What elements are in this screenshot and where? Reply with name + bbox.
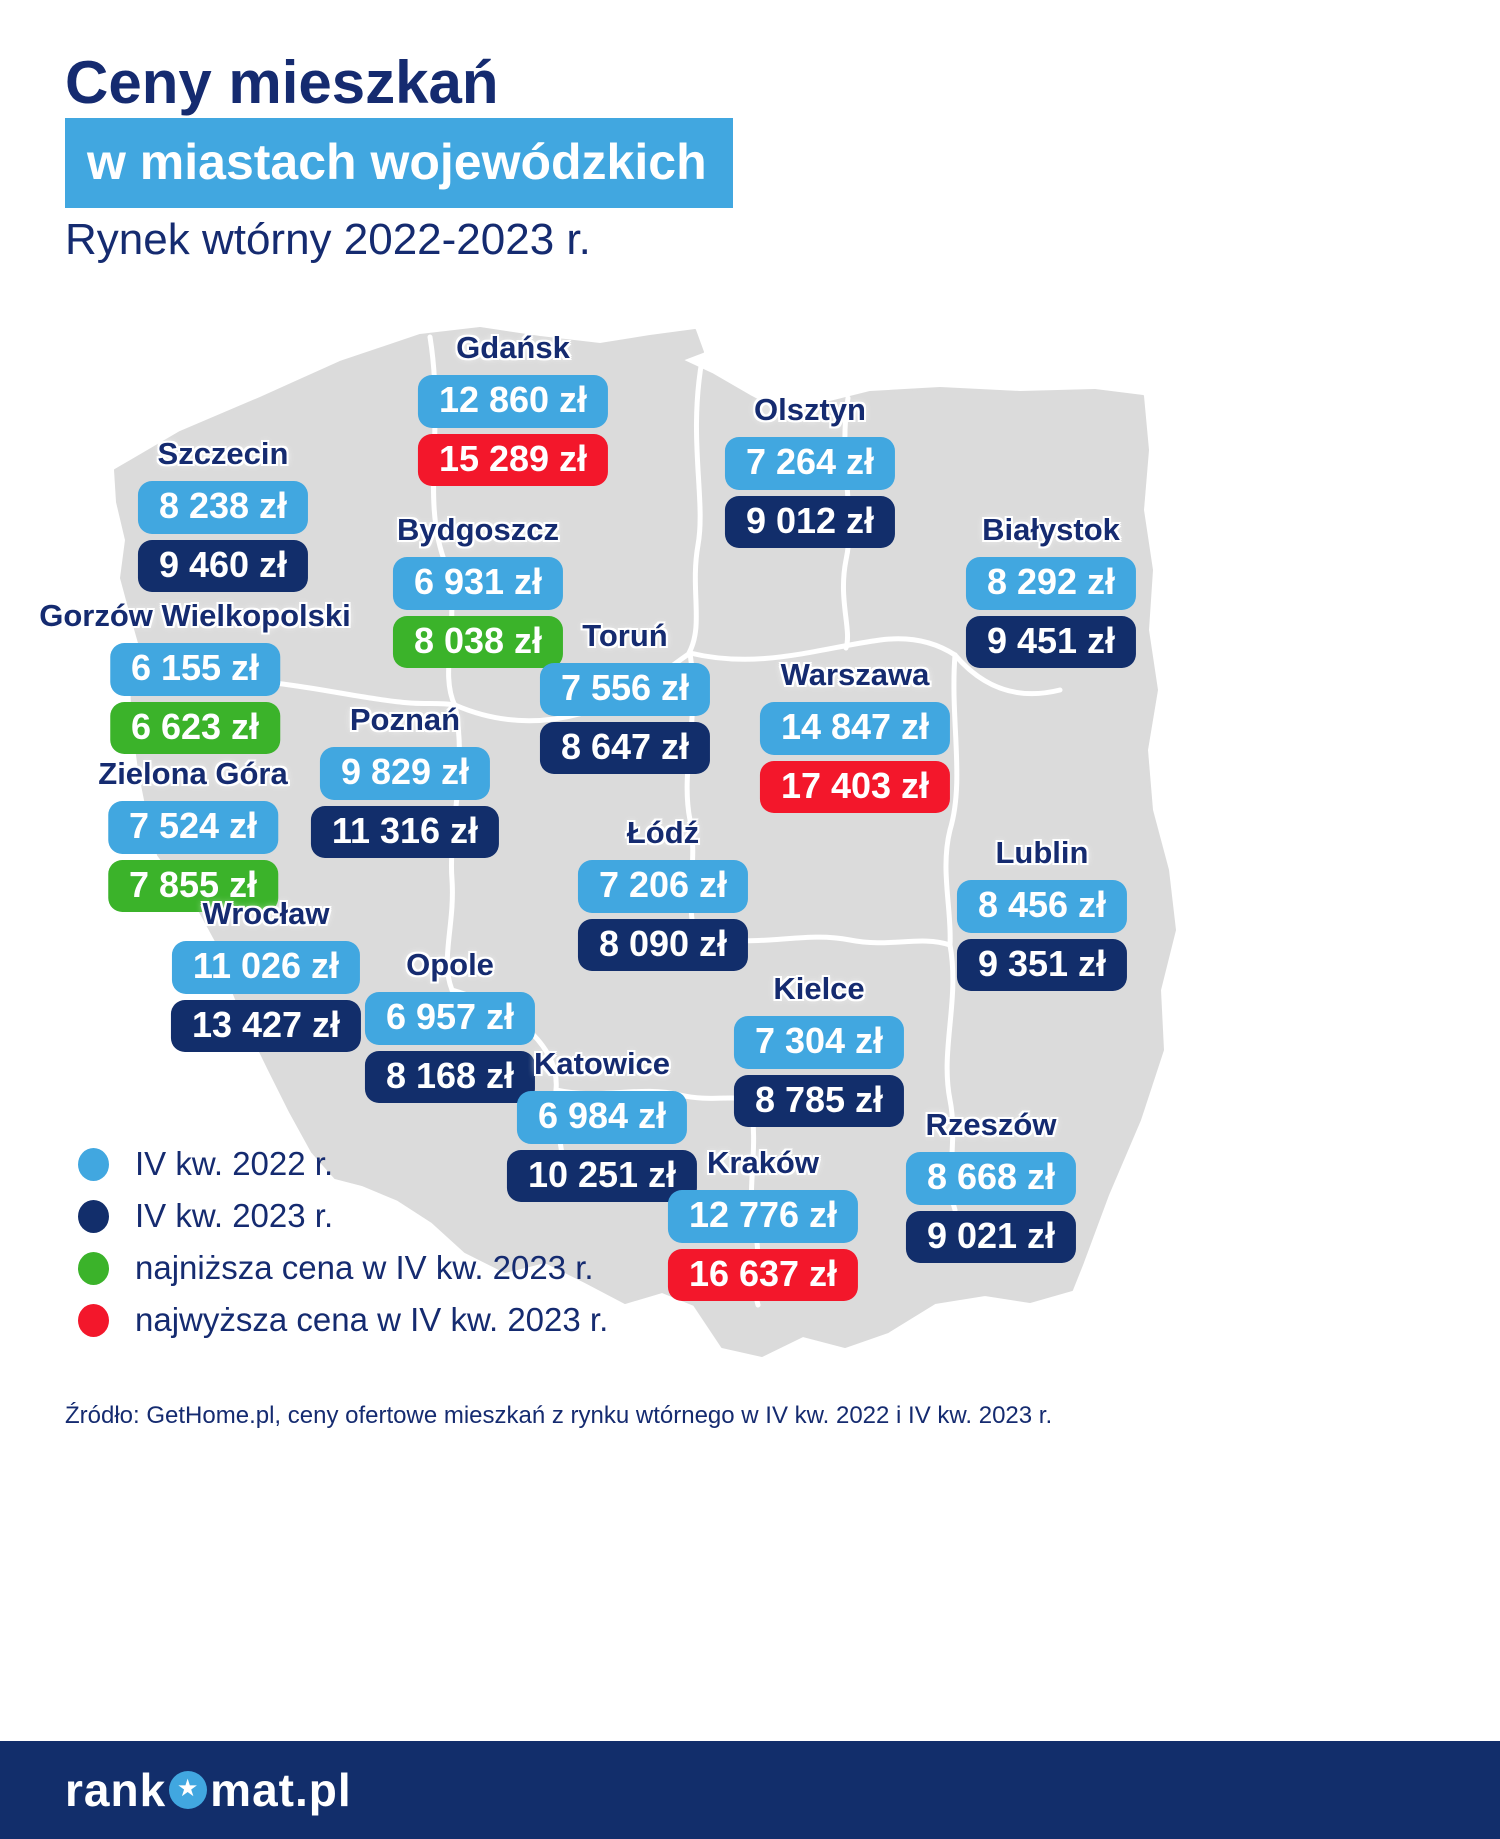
price-badge-q4-2022: 6 957 zł xyxy=(364,992,536,1045)
price-badge-q4-2023: 6 623 zł xyxy=(109,701,281,755)
price-badge-q4-2022: 7 524 zł xyxy=(107,801,279,854)
city-szczecin: Szczecin 8 238 zł 9 460 zł xyxy=(137,436,309,593)
price-badge-q4-2023: 9 021 zł xyxy=(905,1210,1077,1264)
rankomat-logo: rank ★ mat.pl xyxy=(65,1763,352,1817)
price-badge-q4-2022: 8 292 zł xyxy=(965,557,1137,610)
price-badge-q4-2022: 14 847 zł xyxy=(759,702,951,755)
city-label: Katowice xyxy=(533,1046,671,1081)
price-badge-q4-2023: 9 451 zł xyxy=(965,615,1137,669)
price-badge-q4-2022: 7 264 zł xyxy=(724,437,896,490)
price-badge-q4-2023: 16 637 zł xyxy=(667,1248,859,1302)
price-badge-q4-2022: 8 238 zł xyxy=(137,481,309,534)
source-note: Źródło: GetHome.pl, ceny ofertowe mieszk… xyxy=(65,1402,1053,1429)
price-badge-q4-2023: 8 038 zł xyxy=(392,615,564,669)
price-badge-q4-2023: 9 351 zł xyxy=(956,938,1128,992)
price-badge-q4-2023: 9 460 zł xyxy=(137,539,309,593)
page-title: Ceny mieszkań xyxy=(65,49,499,116)
period-label: Rynek wtórny 2022-2023 r. xyxy=(65,215,591,264)
city-bydgoszcz: Bydgoszcz 6 931 zł 8 038 zł xyxy=(392,512,564,669)
city-krakow: Kraków 12 776 zł 16 637 zł xyxy=(667,1145,859,1302)
page-subtitle: w miastach wojewódzkich xyxy=(65,118,733,208)
price-badge-q4-2023: 7 855 zł xyxy=(107,859,279,913)
city-label: Opole xyxy=(406,947,494,982)
logo-star-icon: ★ xyxy=(169,1771,208,1809)
city-gdansk: Gdańsk 12 860 zł 15 289 zł xyxy=(417,330,609,487)
city-opole: Opole 6 957 zł 8 168 zł xyxy=(364,947,536,1104)
city-rzeszow: Rzeszów 8 668 zł 9 021 zł xyxy=(905,1107,1077,1264)
city-label: Kielce xyxy=(773,971,865,1006)
city-label: Toruń xyxy=(582,618,668,653)
city-label: Gorzów Wielkopolski xyxy=(39,598,351,633)
city-katowice: Katowice 6 984 zł 10 251 zł xyxy=(506,1046,698,1203)
price-badge-q4-2023: 8 647 zł xyxy=(539,721,711,775)
legend-label: IV kw. 2023 r. xyxy=(135,1197,334,1234)
price-badge-q4-2022: 12 860 zł xyxy=(417,375,609,428)
price-badge-q4-2023: 9 012 zł xyxy=(724,495,896,549)
city-torun: Toruń 7 556 zł 8 647 zł xyxy=(539,618,711,775)
price-badge-q4-2022: 9 829 zł xyxy=(319,747,491,800)
city-label: Olsztyn xyxy=(754,392,866,427)
legend-item: najniższa cena w IV kw. 2023 r. xyxy=(78,1249,608,1287)
city-label: Białystok xyxy=(982,512,1120,547)
price-badge-q4-2022: 7 556 zł xyxy=(539,663,711,716)
price-badge-q4-2023: 10 251 zł xyxy=(506,1149,698,1203)
city-zielonagora: Zielona Góra 7 524 zł 7 855 zł xyxy=(98,756,288,913)
city-bialystok: Białystok 8 292 zł 9 451 zł xyxy=(965,512,1137,669)
price-badge-q4-2023: 11 316 zł xyxy=(310,805,500,859)
price-badge-q4-2022: 12 776 zł xyxy=(667,1190,859,1243)
city-label: Rzeszów xyxy=(925,1107,1057,1142)
price-badge-q4-2023: 13 427 zł xyxy=(170,999,362,1053)
city-olsztyn: Olsztyn 7 264 zł 9 012 zł xyxy=(724,392,896,549)
city-label: Bydgoszcz xyxy=(397,512,559,547)
legend-dot-icon xyxy=(78,1199,109,1233)
price-badge-q4-2022: 6 931 zł xyxy=(392,557,564,610)
price-badge-q4-2022: 7 304 zł xyxy=(733,1016,905,1069)
legend-label: najwyższa cena w IV kw. 2023 r. xyxy=(135,1301,609,1338)
price-badge-q4-2023: 15 289 zł xyxy=(417,433,609,487)
legend-item: IV kw. 2023 r. xyxy=(78,1197,608,1235)
price-badge-q4-2023: 17 403 zł xyxy=(759,760,951,814)
city-wroclaw: Wrocław 11 026 zł 13 427 zł xyxy=(170,896,362,1053)
price-badge-q4-2022: 11 026 zł xyxy=(171,941,361,994)
city-label: Szczecin xyxy=(157,436,289,471)
city-label: Warszawa xyxy=(780,657,930,692)
city-lublin: Lublin 8 456 zł 9 351 zł xyxy=(956,835,1128,992)
legend-item: IV kw. 2022 r. xyxy=(78,1145,608,1183)
legend-item: najwyższa cena w IV kw. 2023 r. xyxy=(78,1301,608,1339)
city-lodz: Łódź 7 206 zł 8 090 zł xyxy=(577,815,749,972)
price-badge-q4-2022: 6 155 zł xyxy=(109,643,281,696)
legend: IV kw. 2022 r. IV kw. 2023 r. najniższa ce… xyxy=(78,1145,608,1339)
footer-bar: rank ★ mat.pl xyxy=(0,1741,1500,1839)
logo-text-left: rank xyxy=(65,1764,167,1816)
city-label: Wrocław xyxy=(202,896,330,931)
city-label: Łódź xyxy=(626,815,700,850)
legend-label: IV kw. 2022 r. xyxy=(135,1145,334,1182)
city-gorzow: Gorzów Wielkopolski 6 155 zł 6 623 zł xyxy=(39,598,351,755)
city-warszawa: Warszawa 14 847 zł 17 403 zł xyxy=(759,657,951,814)
logo-text-right: mat.pl xyxy=(210,1764,352,1816)
city-label: Kraków xyxy=(707,1145,819,1180)
price-badge-q4-2023: 8 168 zł xyxy=(364,1050,536,1104)
city-label: Poznań xyxy=(349,702,461,737)
legend-dot-icon xyxy=(78,1147,109,1181)
price-badge-q4-2022: 8 456 zł xyxy=(956,880,1128,933)
price-badge-q4-2023: 8 090 zł xyxy=(577,918,749,972)
city-kielce: Kielce 7 304 zł 8 785 zł xyxy=(733,971,905,1128)
price-badge-q4-2023: 8 785 zł xyxy=(733,1074,905,1128)
price-badge-q4-2022: 6 984 zł xyxy=(516,1091,688,1144)
legend-dot-icon xyxy=(78,1303,109,1337)
price-badge-q4-2022: 8 668 zł xyxy=(905,1152,1077,1205)
city-label: Gdańsk xyxy=(456,330,570,365)
city-label: Lublin xyxy=(995,835,1089,870)
city-poznan: Poznań 9 829 zł 11 316 zł xyxy=(310,702,500,859)
legend-dot-icon xyxy=(78,1251,109,1285)
city-label: Zielona Góra xyxy=(98,756,288,791)
price-badge-q4-2022: 7 206 zł xyxy=(577,860,749,913)
legend-label: najniższa cena w IV kw. 2023 r. xyxy=(135,1249,594,1286)
